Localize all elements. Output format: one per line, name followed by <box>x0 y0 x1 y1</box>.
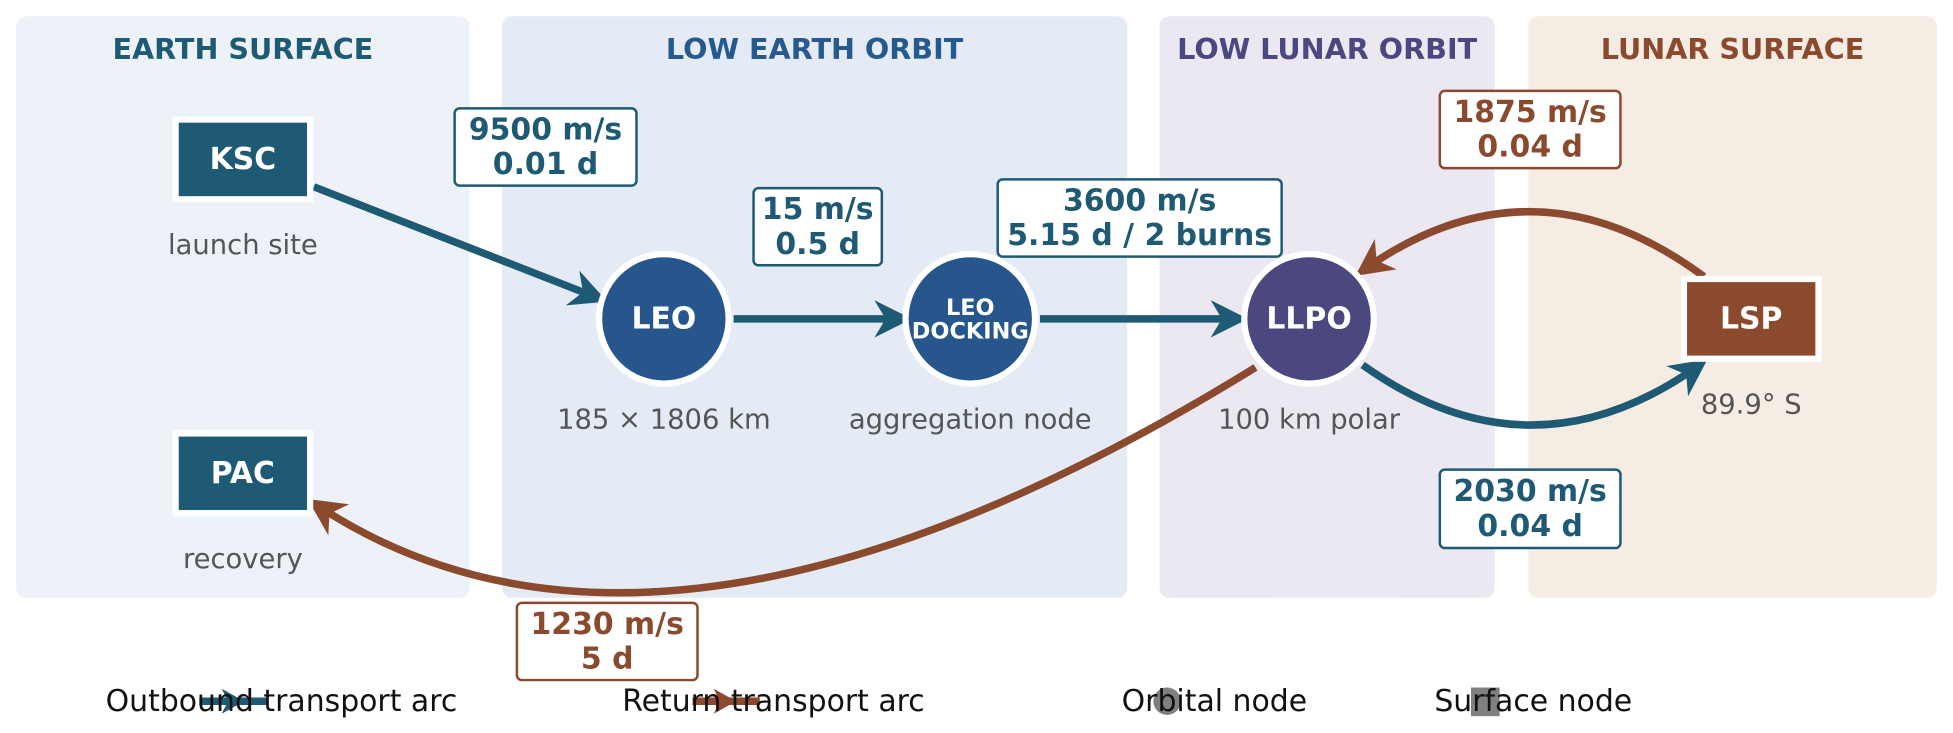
arc-label-box <box>515 601 699 682</box>
region <box>501 16 1128 598</box>
node-label: DOCKING <box>912 318 1029 344</box>
transport-arc <box>307 364 1258 597</box>
arc-label: 1875 m/s <box>1453 95 1606 130</box>
arc-label: 0.01 d <box>493 147 599 182</box>
orbital-node <box>1241 250 1377 387</box>
surface-node <box>1680 275 1822 362</box>
arc-label: 0.04 d <box>1477 509 1583 544</box>
node-caption: 89.9° S <box>1701 390 1802 421</box>
node-label: LEO <box>946 295 995 321</box>
orbital-node <box>902 250 1039 387</box>
arc-label: 5.15 d / 2 burns <box>1007 218 1272 253</box>
arc-label: 15 m/s <box>762 192 874 227</box>
arc-label-box <box>1438 468 1622 550</box>
node-caption: 185 × 1806 km <box>557 404 771 435</box>
legend-label: Return transport arc <box>622 684 925 719</box>
surface-node <box>172 430 314 517</box>
transport-arc <box>1360 359 1708 429</box>
transport-arc <box>1355 208 1707 280</box>
node-label: LLPO <box>1266 302 1351 337</box>
arc-label: 2030 m/s <box>1453 474 1606 509</box>
legend-swatch <box>1470 687 1500 717</box>
node-caption: launch site <box>168 230 318 261</box>
arc-label: 3600 m/s <box>1063 183 1216 218</box>
arc-label-box <box>1438 89 1622 170</box>
region-title: LUNAR SURFACE <box>1601 32 1864 66</box>
arc-label-box <box>996 178 1283 258</box>
region <box>16 16 470 598</box>
transport-arc <box>312 183 608 306</box>
region-title: LOW LUNAR ORBIT <box>1177 32 1478 66</box>
node-label: LEO <box>631 302 696 337</box>
node-caption: 100 km polar <box>1218 404 1401 435</box>
arc-label: 5 d <box>581 642 634 677</box>
node-label: LSP <box>1720 302 1782 337</box>
arc-label: 0.04 d <box>1477 130 1583 165</box>
legend-label: Orbital node <box>1122 684 1307 719</box>
surface-node <box>172 116 314 203</box>
region-title: EARTH SURFACE <box>112 32 373 66</box>
node-label: PAC <box>211 456 275 491</box>
legend-label: Outbound transport arc <box>106 684 458 719</box>
orbital-node <box>595 250 732 387</box>
legend-swatch <box>713 688 737 714</box>
legend-swatch <box>221 688 245 714</box>
node-label: KSC <box>210 142 277 177</box>
legend-swatch <box>1153 687 1181 715</box>
arc-label-box <box>453 107 638 187</box>
region-title: LOW EARTH ORBIT <box>666 32 964 66</box>
arc-label: 0.5 d <box>775 227 860 262</box>
arc-label: 1230 m/s <box>531 607 684 642</box>
node-caption: aggregation node <box>849 404 1092 435</box>
arc-label-box <box>752 186 884 267</box>
node-caption: recovery <box>183 544 303 575</box>
arc-label: 9500 m/s <box>469 112 622 147</box>
legend-label: Surface node <box>1434 684 1632 719</box>
